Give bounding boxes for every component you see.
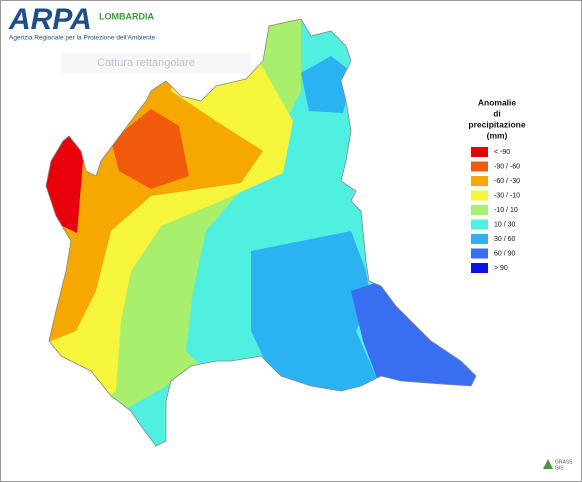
legend-swatch xyxy=(471,234,488,244)
legend-label: 60 / 90 xyxy=(494,250,516,257)
legend-title: Anomalie xyxy=(478,97,517,107)
logo-text: ARPA xyxy=(8,3,92,36)
legend-swatch xyxy=(471,219,488,230)
grass-text: GRASS xyxy=(555,459,573,465)
grass-icon xyxy=(543,459,553,469)
legend-label: -90 / -60 xyxy=(494,163,520,170)
legend-swatch xyxy=(471,176,488,186)
legend-swatch xyxy=(471,147,488,157)
overlay-box xyxy=(61,53,251,73)
legend-swatch xyxy=(471,205,488,215)
legend-label: < -90 xyxy=(494,149,510,156)
legend-label: -10 / 10 xyxy=(494,207,518,214)
legend-title: precipitazione xyxy=(468,119,525,129)
grass-logo: GRASS GIS xyxy=(543,459,573,471)
logo-region: LOMBARDIA xyxy=(99,11,154,21)
legend-title: (mm) xyxy=(487,130,508,140)
zone xyxy=(301,56,353,113)
legend-label: -30 / -10 xyxy=(494,192,520,199)
legend-swatch xyxy=(471,161,488,172)
legend-swatch xyxy=(471,190,488,201)
logo-agency: Agenzia Regionale per la Protezione dell… xyxy=(9,35,156,42)
legend-title: di xyxy=(493,108,501,118)
overlay-label: Cattura rettangolare xyxy=(97,57,195,69)
legend-swatch xyxy=(471,248,488,259)
zone xyxy=(251,231,379,399)
logo: ARPA LOMBARDIA Agenzia Regionale per la … xyxy=(8,3,156,42)
zone xyxy=(351,281,476,393)
legend-swatch xyxy=(471,263,488,273)
grass-text: GIS xyxy=(555,465,564,471)
legend-label: 30 / 60 xyxy=(494,236,516,243)
legend-label: > 90 xyxy=(494,265,508,272)
legend-label: 10 / 30 xyxy=(494,221,516,228)
legend-label: -60 / -30 xyxy=(494,178,520,185)
region-outline xyxy=(45,18,477,447)
zone xyxy=(111,109,189,189)
